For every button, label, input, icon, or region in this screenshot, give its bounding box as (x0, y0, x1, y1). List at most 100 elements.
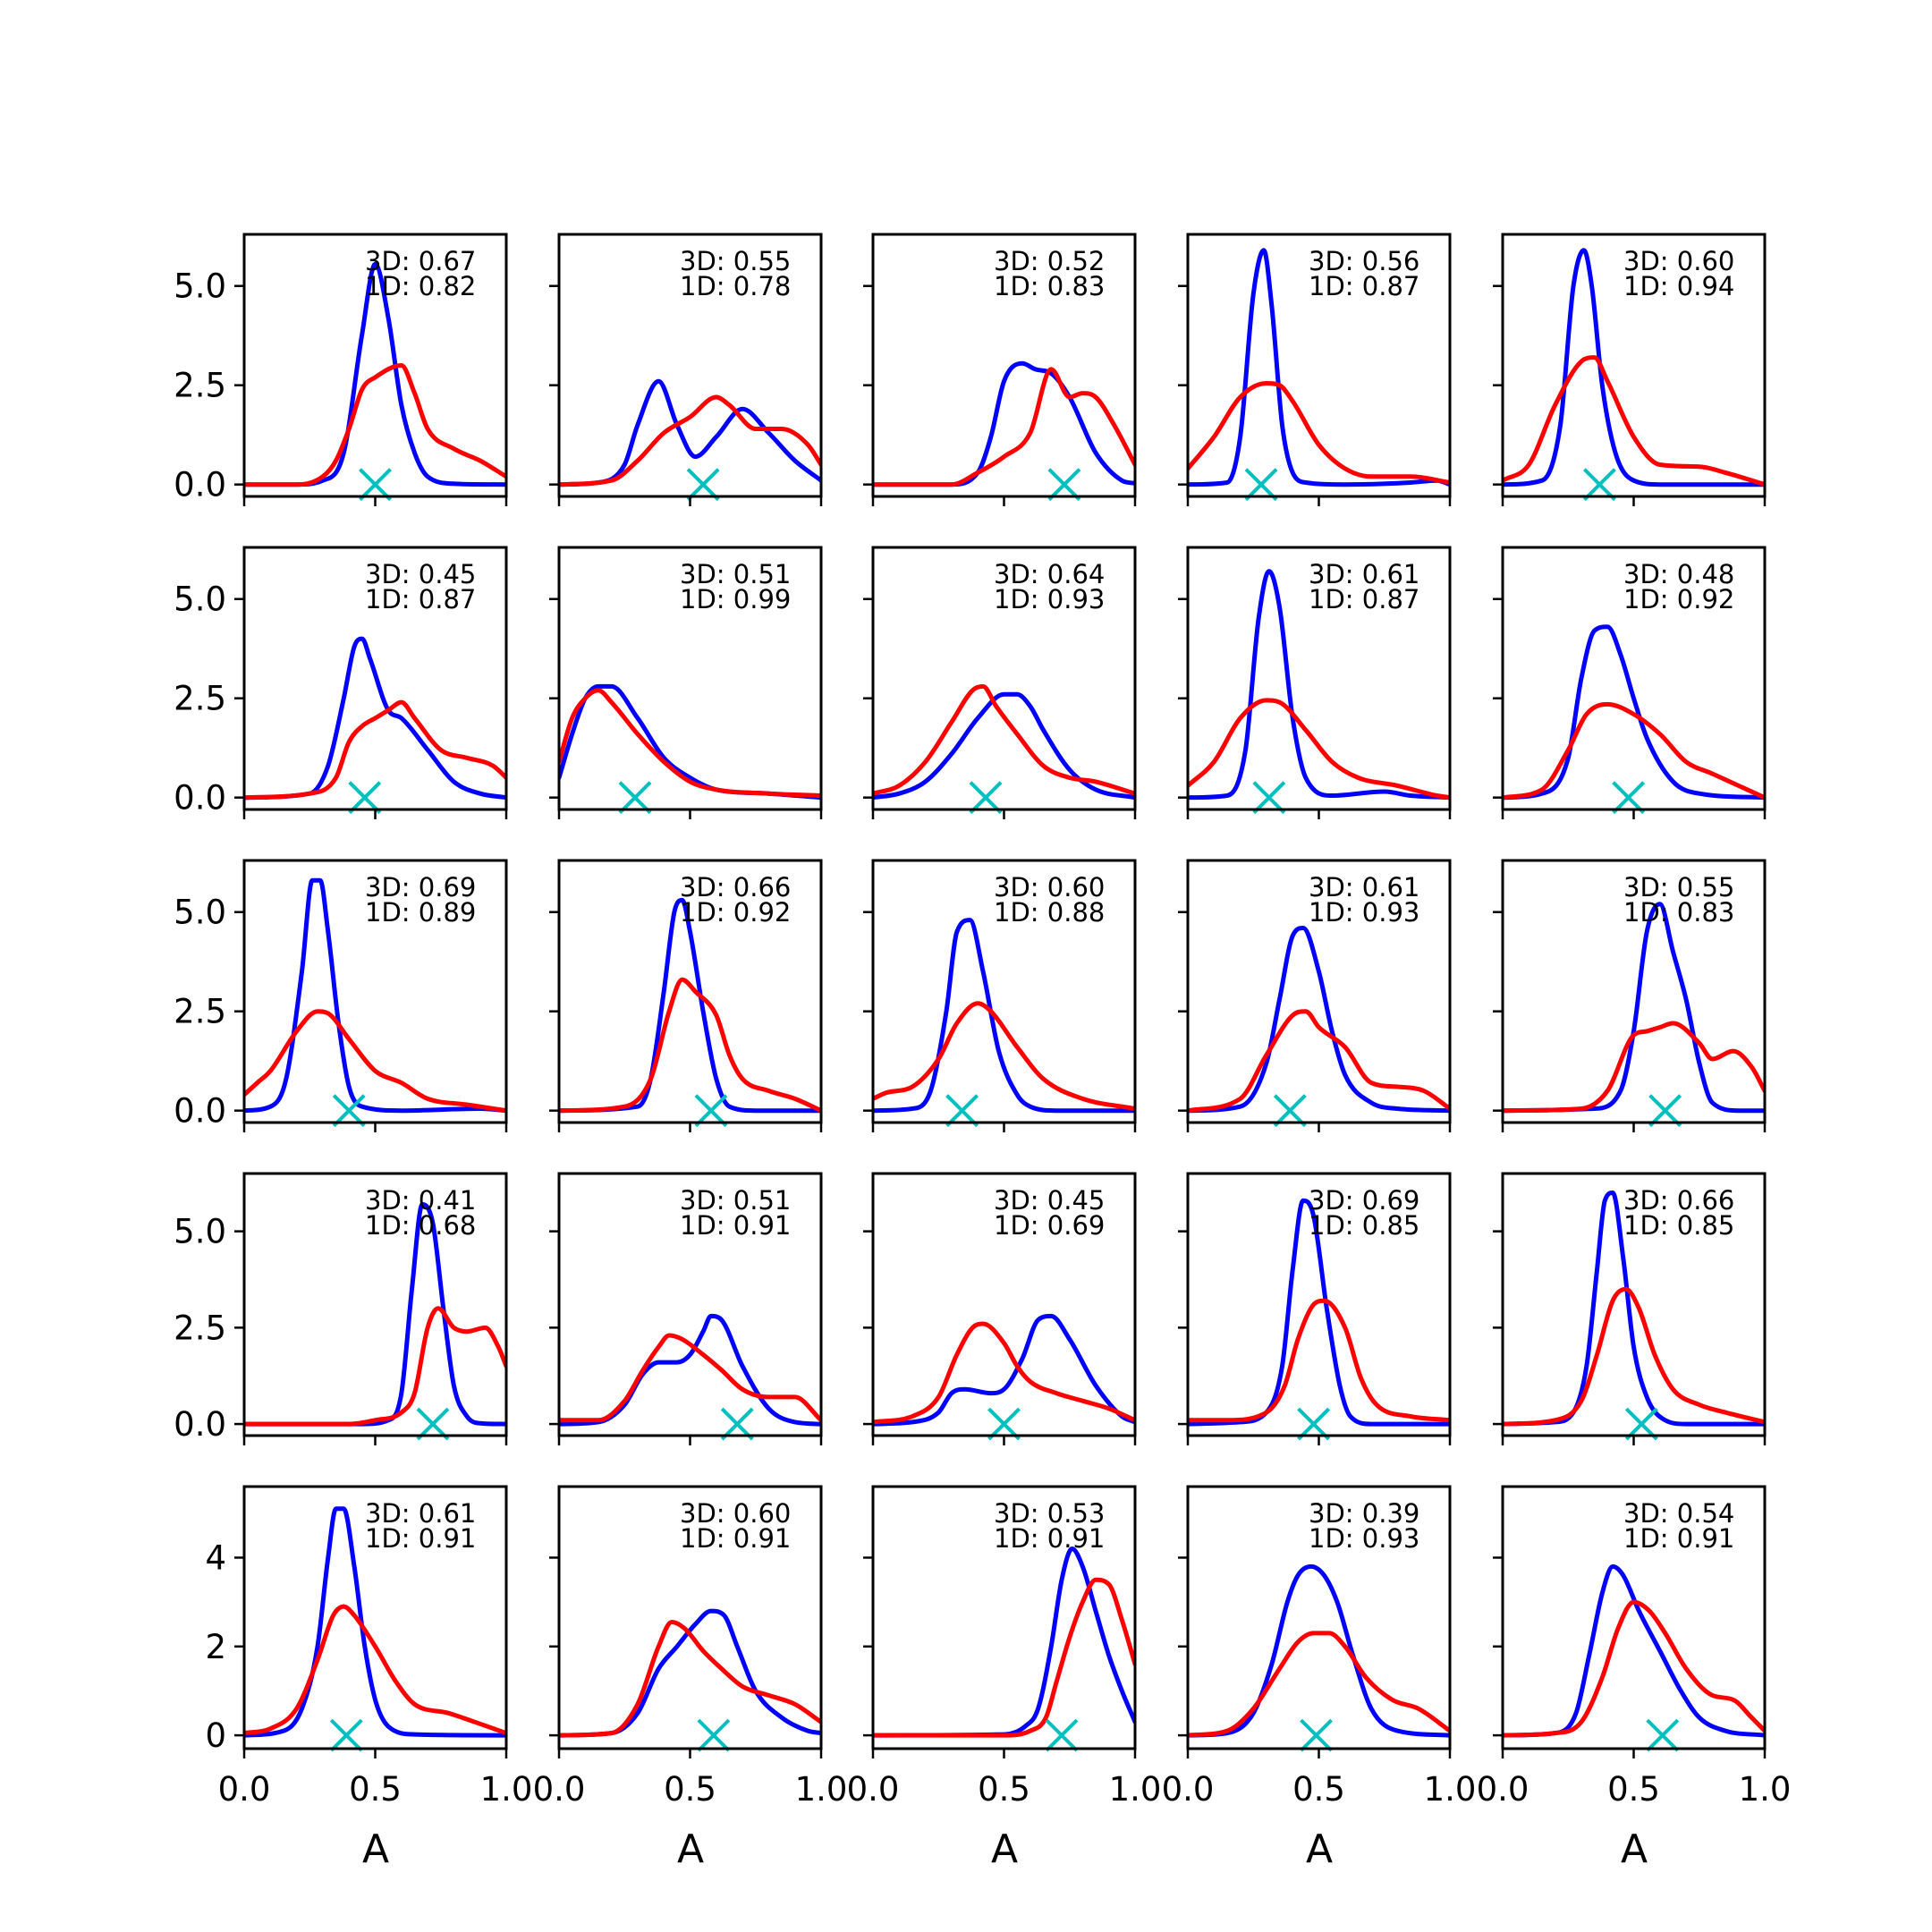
true-value-marker (1273, 1094, 1307, 1128)
annotation-1d-score: 1D: 0.83 (1623, 897, 1734, 928)
annotation-1d-score: 1D: 0.87 (1309, 584, 1419, 614)
subplot-lines (1503, 1563, 1765, 1738)
series-line-3d (1188, 569, 1450, 801)
annotation-1d-score: 1D: 0.91 (994, 1523, 1105, 1554)
series-line-3d (873, 360, 1135, 487)
true-value-marker (1252, 781, 1286, 815)
series-line-3d (1503, 248, 1765, 487)
series-line-1d (1503, 355, 1765, 487)
series-line-1d (244, 1604, 506, 1736)
series-line-1d (1188, 381, 1450, 485)
subplot-lines (244, 1506, 506, 1738)
subplot-lines (559, 1313, 821, 1427)
annotation-1d-score: 1D: 0.89 (365, 897, 476, 928)
series-line-1d (1503, 1599, 1765, 1738)
true-value-marker (697, 1718, 731, 1752)
true-value-marker (969, 781, 1003, 815)
series-line-1d (873, 1001, 1135, 1111)
annotation-3d-score: 3D: 0.67 (365, 246, 476, 276)
subplot-lines (1503, 902, 1765, 1114)
annotation-3d-score: 3D: 0.66 (1623, 1185, 1734, 1216)
true-value-marker (359, 468, 392, 502)
subplot-lines (1188, 569, 1450, 801)
series-line-3d (244, 636, 506, 801)
x-tick-label: 1.0 (795, 1770, 848, 1809)
annotation-1d-score: 1D: 0.68 (365, 1210, 476, 1241)
true-value-marker (1646, 1718, 1680, 1752)
annotation-1d-score: 1D: 0.69 (994, 1210, 1105, 1241)
subplot-lines (1503, 1191, 1765, 1427)
annotation-3d-score: 3D: 0.60 (994, 872, 1105, 902)
x-tick-label: 0.0 (847, 1770, 900, 1809)
annotation-1d-score: 1D: 0.91 (365, 1523, 476, 1554)
annotation-3d-score: 3D: 0.61 (1309, 559, 1419, 589)
series-line-3d (244, 1202, 506, 1427)
true-value-marker (1624, 1407, 1658, 1441)
series-line-1d (244, 1306, 506, 1427)
annotation-3d-score: 3D: 0.64 (994, 559, 1105, 589)
true-value-marker (348, 781, 382, 815)
annotation-3d-score: 3D: 0.55 (1623, 872, 1734, 902)
series-line-3d (1188, 926, 1450, 1114)
series-line-1d (244, 699, 506, 801)
annotation-1d-score: 1D: 0.93 (1309, 1523, 1419, 1554)
annotation-3d-score: 3D: 0.45 (365, 559, 476, 589)
y-tick-label: 4 (205, 1538, 226, 1577)
annotation-1d-score: 1D: 0.78 (680, 271, 791, 301)
annotation-3d-score: 3D: 0.41 (365, 1185, 476, 1216)
subplot-lines (244, 636, 506, 801)
subplot-lines (1188, 1198, 1450, 1427)
series-line-3d (1503, 1563, 1765, 1738)
annotation-1d-score: 1D: 0.82 (365, 271, 476, 301)
subplot-lines (244, 877, 506, 1114)
x-tick-label: 0.0 (1477, 1770, 1530, 1809)
annotation-1d-score: 1D: 0.93 (1309, 897, 1419, 928)
annotation-1d-score: 1D: 0.83 (994, 271, 1105, 301)
annotation-3d-score: 3D: 0.52 (994, 246, 1105, 276)
series-line-1d (873, 1577, 1135, 1738)
x-tick-label: 0.5 (978, 1770, 1030, 1809)
annotation-1d-score: 1D: 0.85 (1309, 1210, 1419, 1241)
true-value-marker (332, 1094, 366, 1128)
annotation-3d-score: 3D: 0.45 (994, 1185, 1105, 1216)
annotation-1d-score: 1D: 0.87 (1309, 271, 1419, 301)
y-tick-label: 0.0 (174, 1092, 226, 1131)
series-line-1d (559, 394, 821, 487)
series-line-3d (873, 918, 1135, 1114)
subplot-lines (559, 897, 821, 1114)
annotation-1d-score: 1D: 0.92 (1623, 584, 1734, 614)
true-value-marker (1612, 781, 1646, 815)
y-tick-label: 2.5 (174, 1309, 226, 1347)
y-tick-label: 0.0 (174, 466, 226, 504)
true-value-marker (1297, 1407, 1331, 1441)
annotation-3d-score: 3D: 0.60 (1623, 246, 1734, 276)
series-line-1d (873, 1321, 1135, 1425)
subplot-lines (1503, 248, 1765, 487)
true-value-marker (1300, 1718, 1333, 1752)
series-line-1d (559, 1333, 821, 1423)
series-line-1d (559, 688, 821, 798)
subplot-lines (873, 1546, 1135, 1738)
series-line-3d (559, 378, 821, 487)
subplot-lines (559, 378, 821, 487)
series-line-3d (559, 1608, 821, 1738)
x-tick-label: 1.0 (480, 1770, 533, 1809)
annotation-3d-score: 3D: 0.69 (365, 872, 476, 902)
y-tick-label: 2.5 (174, 680, 226, 718)
x-tick-label: 0.0 (533, 1770, 586, 1809)
series-line-1d (1188, 698, 1450, 801)
series-line-3d (1503, 902, 1765, 1114)
series-line-3d (1188, 1563, 1450, 1738)
series-line-1d (1188, 1009, 1450, 1114)
